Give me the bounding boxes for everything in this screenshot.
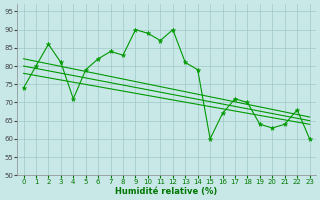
X-axis label: Humidité relative (%): Humidité relative (%): [116, 187, 218, 196]
